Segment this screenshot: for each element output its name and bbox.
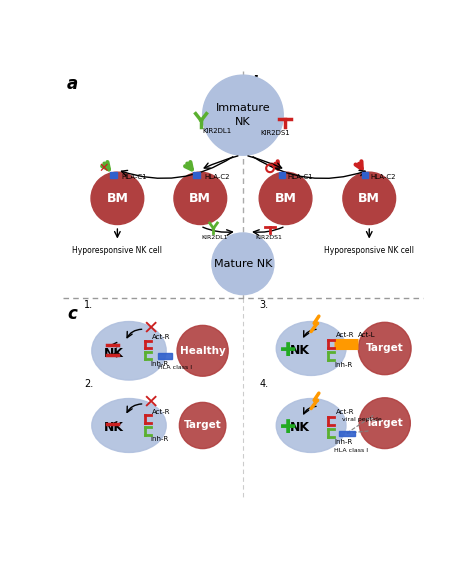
Text: BM: BM [189, 192, 211, 205]
FancyBboxPatch shape [339, 431, 355, 436]
Ellipse shape [276, 321, 346, 375]
Circle shape [359, 398, 410, 448]
Circle shape [177, 325, 228, 376]
Text: Target: Target [184, 420, 221, 430]
Text: c: c [67, 305, 77, 323]
Text: ✕: ✕ [143, 320, 159, 339]
Text: Act-R: Act-R [152, 409, 171, 415]
Text: ✚: ✚ [280, 341, 296, 360]
Text: ✕: ✕ [98, 162, 109, 175]
Text: HLA class I: HLA class I [334, 447, 368, 452]
Text: Inh-R: Inh-R [334, 439, 353, 446]
Circle shape [202, 75, 283, 155]
Text: Act-R: Act-R [336, 332, 355, 338]
Text: NK: NK [290, 422, 310, 434]
Text: BM: BM [107, 192, 128, 205]
Circle shape [179, 402, 226, 448]
Text: NK: NK [103, 347, 124, 360]
Ellipse shape [276, 398, 346, 452]
Text: viral peptide: viral peptide [342, 417, 382, 422]
Circle shape [212, 233, 274, 294]
Text: HLA-C2: HLA-C2 [371, 174, 396, 180]
FancyBboxPatch shape [158, 353, 173, 359]
FancyBboxPatch shape [193, 172, 200, 178]
Ellipse shape [92, 398, 166, 452]
Text: 2.: 2. [84, 379, 93, 389]
Circle shape [91, 172, 144, 225]
Text: ✚: ✚ [280, 418, 296, 437]
Text: KIR2DL1: KIR2DL1 [202, 235, 228, 240]
Circle shape [174, 172, 227, 225]
Text: ✕: ✕ [143, 393, 159, 412]
Text: Mature NK: Mature NK [214, 259, 272, 269]
FancyBboxPatch shape [279, 172, 285, 178]
Text: Hyporesponsive NK cell: Hyporesponsive NK cell [324, 246, 414, 255]
Text: HLA-C1: HLA-C1 [121, 174, 147, 180]
Text: 4.: 4. [259, 379, 268, 389]
Circle shape [259, 172, 312, 225]
Circle shape [358, 323, 411, 375]
Text: HLA-C2: HLA-C2 [204, 174, 230, 180]
Text: b: b [251, 75, 264, 93]
Text: Healthy: Healthy [180, 346, 226, 356]
Text: KIR2DS1: KIR2DS1 [255, 235, 282, 240]
Text: Act-R: Act-R [336, 409, 355, 415]
Text: HLA-C1: HLA-C1 [287, 174, 313, 180]
Text: BM: BM [358, 192, 380, 205]
Text: KIR2DS1: KIR2DS1 [260, 130, 290, 136]
Text: Act-L: Act-L [357, 332, 375, 338]
Text: Target: Target [366, 418, 404, 428]
FancyBboxPatch shape [362, 172, 368, 178]
Text: Target: Target [366, 343, 404, 353]
Text: NK: NK [290, 345, 310, 357]
Text: Inh-R: Inh-R [151, 436, 169, 442]
Text: KIR2DL1: KIR2DL1 [202, 128, 232, 134]
Text: 3.: 3. [259, 300, 268, 310]
Text: BM: BM [274, 192, 297, 205]
Text: a: a [67, 75, 78, 93]
FancyBboxPatch shape [110, 172, 117, 178]
Ellipse shape [92, 321, 166, 380]
Text: Act-R: Act-R [152, 334, 171, 340]
Text: 1.: 1. [84, 300, 93, 310]
Text: Immature
NK: Immature NK [216, 103, 270, 127]
Text: Hyporesponsive NK cell: Hyporesponsive NK cell [73, 246, 163, 255]
Text: Inh-R: Inh-R [334, 362, 353, 369]
Circle shape [343, 172, 396, 225]
Text: Inh-R: Inh-R [151, 361, 169, 367]
Text: NK: NK [103, 422, 124, 434]
Text: HLA class I: HLA class I [158, 365, 192, 370]
